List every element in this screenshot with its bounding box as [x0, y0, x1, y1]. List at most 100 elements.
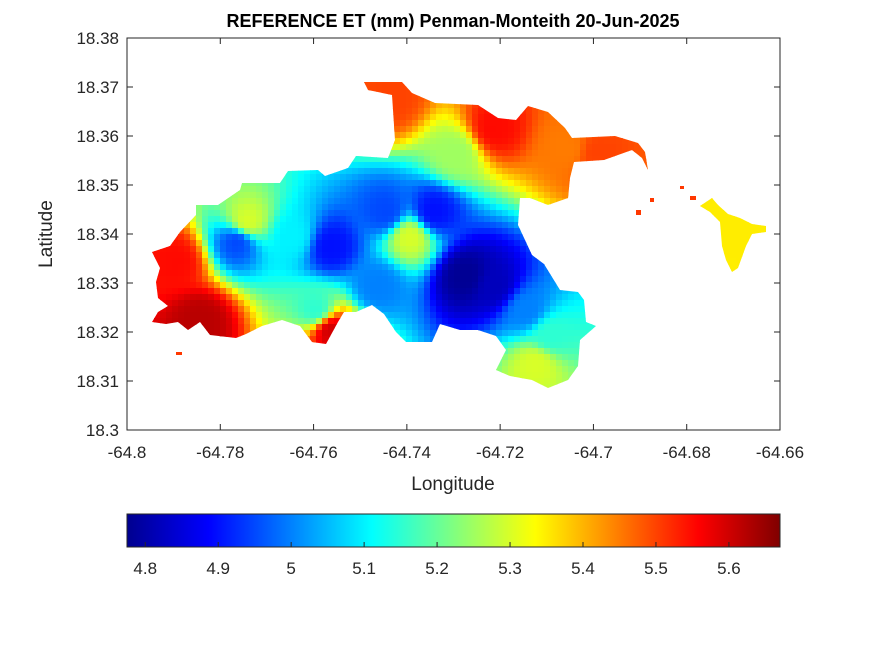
et-cell — [382, 90, 389, 97]
et-cell — [442, 204, 449, 211]
et-cell — [262, 210, 269, 217]
et-cell — [328, 174, 335, 181]
et-cell — [532, 162, 539, 169]
et-cell — [202, 324, 209, 331]
et-cell — [322, 312, 329, 319]
et-cell — [544, 138, 551, 145]
et-cell — [304, 180, 311, 187]
et-cell — [304, 288, 311, 295]
et-cell — [394, 144, 401, 151]
et-cell — [412, 222, 419, 229]
et-cell — [214, 228, 221, 235]
et-cell — [286, 288, 293, 295]
et-cell — [424, 252, 431, 259]
et-cell — [532, 114, 539, 121]
et-cell — [496, 330, 503, 337]
et-cell — [340, 288, 347, 295]
et-cell — [406, 252, 413, 259]
et-cell — [454, 228, 461, 235]
et-cell — [286, 252, 293, 259]
et-cell — [460, 132, 467, 139]
et-cell — [436, 216, 443, 223]
et-cell — [460, 270, 467, 277]
et-cell — [496, 180, 503, 187]
et-cell — [394, 318, 401, 325]
et-cell — [412, 330, 419, 337]
et-cell — [472, 150, 479, 157]
et-cell — [334, 234, 341, 241]
et-cell — [190, 222, 197, 229]
et-cell — [514, 354, 521, 361]
et-cell — [352, 258, 359, 265]
et-cell — [328, 276, 335, 283]
et-cell — [436, 252, 443, 259]
et-cell — [568, 330, 575, 337]
et-cell — [526, 294, 533, 301]
et-cell — [472, 162, 479, 169]
et-cell — [208, 234, 215, 241]
et-cell — [568, 348, 575, 355]
et-cell — [616, 144, 623, 151]
et-cell — [502, 330, 509, 337]
et-cell — [454, 234, 461, 241]
et-cell — [316, 276, 323, 283]
et-cell — [502, 264, 509, 271]
et-cell — [298, 252, 305, 259]
et-cell — [346, 174, 353, 181]
et-cell — [436, 234, 443, 241]
et-cell — [346, 240, 353, 247]
et-cell — [562, 162, 569, 169]
et-cell — [508, 204, 515, 211]
et-cell — [418, 168, 425, 175]
et-cell — [352, 168, 359, 175]
et-cell — [262, 252, 269, 259]
et-cell — [238, 204, 245, 211]
et-cell — [268, 288, 275, 295]
et-cell — [310, 294, 317, 301]
et-cell — [478, 240, 485, 247]
et-cell — [400, 96, 407, 103]
et-cell — [544, 360, 551, 367]
et-cell — [358, 156, 365, 163]
et-cell — [490, 162, 497, 169]
et-cell — [484, 150, 491, 157]
et-cell — [562, 174, 569, 181]
et-cell — [196, 222, 203, 229]
et-cell — [196, 282, 203, 289]
et-cell — [556, 132, 563, 139]
et-cell — [376, 276, 383, 283]
et-cell — [394, 120, 401, 127]
et-cell — [280, 258, 287, 265]
et-cell — [286, 240, 293, 247]
et-cell — [364, 270, 371, 277]
et-cell — [376, 300, 383, 307]
et-cell — [448, 198, 455, 205]
et-cell — [376, 210, 383, 217]
et-cell — [406, 126, 413, 133]
et-cell — [508, 216, 515, 223]
et-cell — [238, 192, 245, 199]
et-cell — [472, 126, 479, 133]
et-cell — [418, 198, 425, 205]
et-cell — [730, 234, 737, 241]
et-cell — [370, 82, 377, 85]
et-cell — [538, 348, 545, 355]
et-cell — [202, 246, 209, 253]
et-cell — [466, 318, 473, 325]
et-cell — [346, 186, 353, 193]
et-cell — [466, 246, 473, 253]
et-cell — [478, 216, 485, 223]
et-cell — [736, 258, 743, 265]
et-cell — [196, 258, 203, 265]
et-cell — [232, 270, 239, 277]
et-cell — [532, 180, 539, 187]
et-cell — [250, 216, 257, 223]
et-cell — [544, 288, 551, 295]
et-cell — [268, 186, 275, 193]
et-cell — [328, 228, 335, 235]
et-cell — [214, 252, 221, 259]
et-cell — [526, 192, 533, 199]
et-cell — [412, 270, 419, 277]
et-cell — [232, 204, 239, 211]
et-cell — [322, 258, 329, 265]
